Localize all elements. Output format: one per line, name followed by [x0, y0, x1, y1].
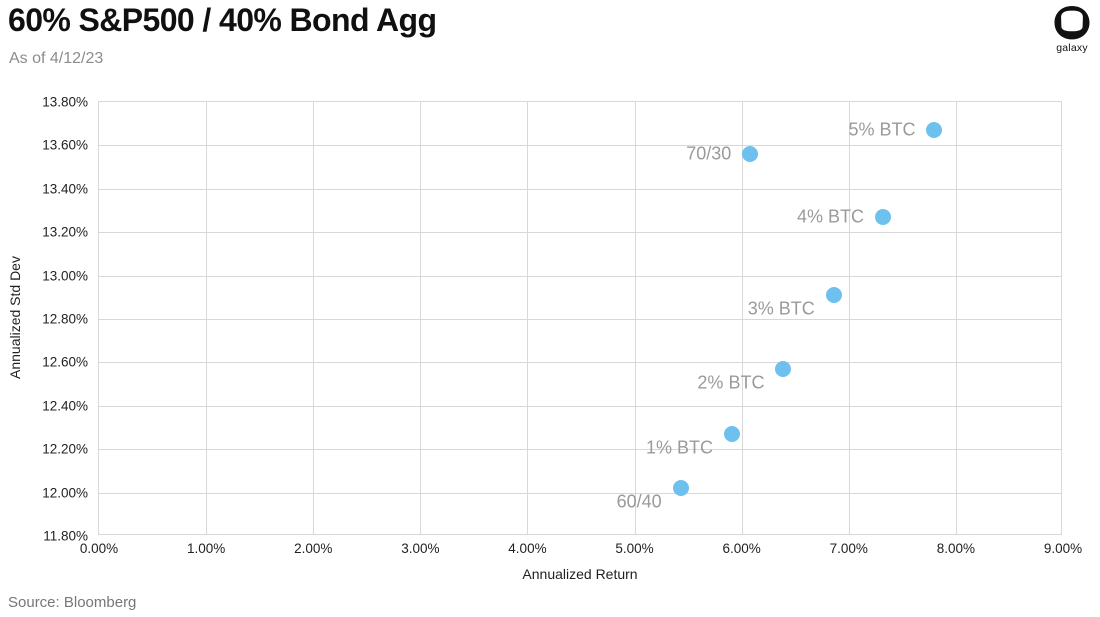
y-gridline [99, 319, 1061, 320]
data-point-label: 2% BTC [697, 372, 765, 393]
data-point-dot [672, 480, 689, 497]
data-point-dot [724, 426, 741, 442]
y-gridline [99, 275, 1061, 277]
data-point-label: 4% BTC [797, 206, 865, 227]
y-gridline [99, 145, 1061, 147]
x-gridline [634, 102, 636, 534]
y-tick-label: 13.60% [42, 137, 88, 153]
y-gridline [99, 232, 1061, 234]
data-point-label: 70/30 [686, 143, 732, 164]
data-point-label: 3% BTC [747, 298, 815, 319]
data-point-label: 60/40 [616, 491, 662, 512]
x-gridline [848, 102, 850, 534]
x-gridline [955, 102, 957, 534]
x-tick-label: 1.00% [186, 541, 226, 556]
x-gridline [741, 102, 743, 534]
x-gridline [527, 102, 529, 534]
galaxy-logo-label: galaxy [1056, 42, 1088, 54]
data-point-label: 5% BTC [848, 119, 916, 140]
data-point-dot [775, 360, 792, 377]
y-axis-title: Annualized Std Dev [7, 256, 23, 380]
y-tick-label: 13.00% [42, 268, 88, 284]
x-tick-label: 5.00% [615, 541, 654, 556]
as-of-date: As of 4/12/23 [9, 50, 104, 67]
y-gridline [99, 492, 1061, 494]
x-tick-label: 8.00% [936, 541, 976, 556]
y-tick-label: 12.40% [42, 398, 88, 414]
data-point-dot [825, 287, 842, 304]
x-gridline [420, 102, 422, 534]
x-tick-label: 7.00% [829, 541, 868, 556]
data-point-dot [742, 146, 759, 163]
x-gridline [206, 102, 208, 534]
y-tick-label: 12.00% [42, 485, 88, 501]
plot-area: 0.00% 1.00% 2.00% 3.00% 4.00% 5.00% 6.00% 7.00%… [42, 95, 1082, 557]
y-tick-label: 13.40% [42, 181, 88, 197]
x-tick-label: 2.00% [294, 541, 333, 556]
y-gridline [99, 188, 1061, 190]
y-gridline [99, 405, 1061, 407]
galaxy-logo-icon [1054, 6, 1090, 40]
data-point-dot [926, 122, 943, 139]
x-tick-label: 6.00% [722, 541, 761, 556]
page-title: 60% S&P500 / 40% Bond Agg [8, 2, 437, 38]
y-tick-label: 11.80% [43, 528, 88, 544]
data-point-label: 1% BTC [646, 437, 714, 458]
y-tick-label: 12.20% [42, 441, 88, 457]
x-tick-label: 4.00% [508, 541, 547, 556]
y-gridline [99, 449, 1061, 451]
y-tick-label: 13.20% [42, 224, 88, 240]
x-tick-label: 3.00% [401, 541, 440, 556]
x-axis-title: Annualized Return [522, 566, 638, 582]
y-tick-label: 13.80% [42, 94, 88, 110]
source-note: Source: Bloomberg [8, 594, 137, 611]
galaxy-logo: galaxy [1050, 5, 1094, 54]
data-point-dot [875, 209, 892, 225]
y-tick-label: 12.80% [42, 311, 88, 327]
y-tick-label: 12.60% [42, 354, 88, 370]
x-tick-label: 9.00% [1043, 541, 1083, 556]
y-gridline [99, 362, 1061, 364]
x-gridline [313, 102, 315, 534]
x-tick-label: 0.00% [79, 541, 119, 556]
